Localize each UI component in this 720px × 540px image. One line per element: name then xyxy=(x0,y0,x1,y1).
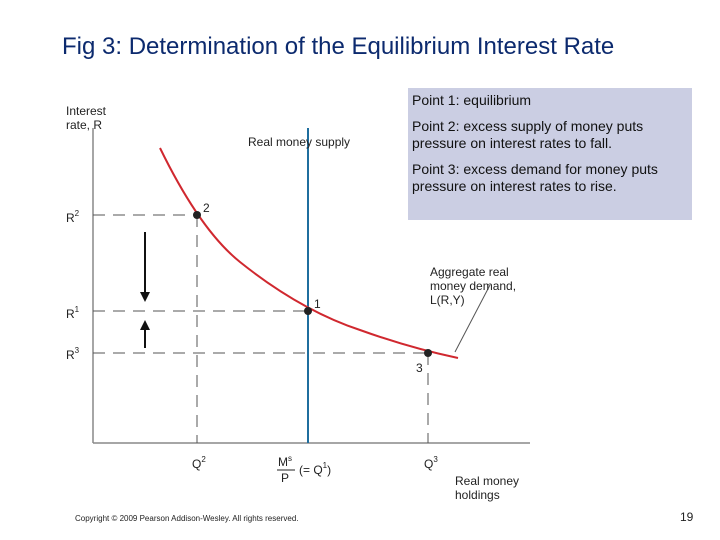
point xyxy=(304,307,312,315)
guide-lines xyxy=(93,214,429,443)
point xyxy=(424,349,432,357)
point xyxy=(193,211,201,219)
page-number: 19 xyxy=(680,510,694,524)
point-label: 3 xyxy=(416,361,423,375)
label-pointer xyxy=(454,284,491,353)
x-tick-label: Q2 xyxy=(192,455,206,471)
x-tick-label: (= Q1) xyxy=(299,461,331,477)
arrows xyxy=(140,232,150,348)
demand-label: L(R,Y) xyxy=(430,293,465,307)
y-axis-label: rate, R xyxy=(66,118,102,132)
point-label: 1 xyxy=(314,297,321,311)
point-label: 2 xyxy=(203,201,210,215)
x-tick-label: Q3 xyxy=(424,455,438,471)
y-tick-label: R1 xyxy=(66,305,80,321)
x-axis-label: holdings xyxy=(455,488,500,502)
demand-label: money demand, xyxy=(430,279,516,293)
y-axis-label: Interest xyxy=(66,104,107,118)
note: Point 3: excess demand for money puts pr… xyxy=(412,161,658,194)
note: Point 1: equilibrium xyxy=(412,92,532,108)
y-tick-label: R3 xyxy=(66,346,80,362)
y-tick-label: R2 xyxy=(66,209,80,225)
copyright: Copyright © 2009 Pearson Addison-Wesley.… xyxy=(75,514,299,523)
x-tick-label: P xyxy=(281,471,289,485)
notes-box: Point 1: equilibrium Point 2: excess sup… xyxy=(408,88,692,220)
x-axis-label: Real money xyxy=(455,474,519,488)
demand-label: Aggregate real xyxy=(430,265,509,279)
slide-title: Fig 3: Determination of the Equilibrium … xyxy=(62,33,615,60)
x-tick-label: Ms xyxy=(278,454,292,469)
supply-label: Real money supply xyxy=(248,135,350,149)
note: Point 2: excess supply of money puts pre… xyxy=(412,118,644,151)
